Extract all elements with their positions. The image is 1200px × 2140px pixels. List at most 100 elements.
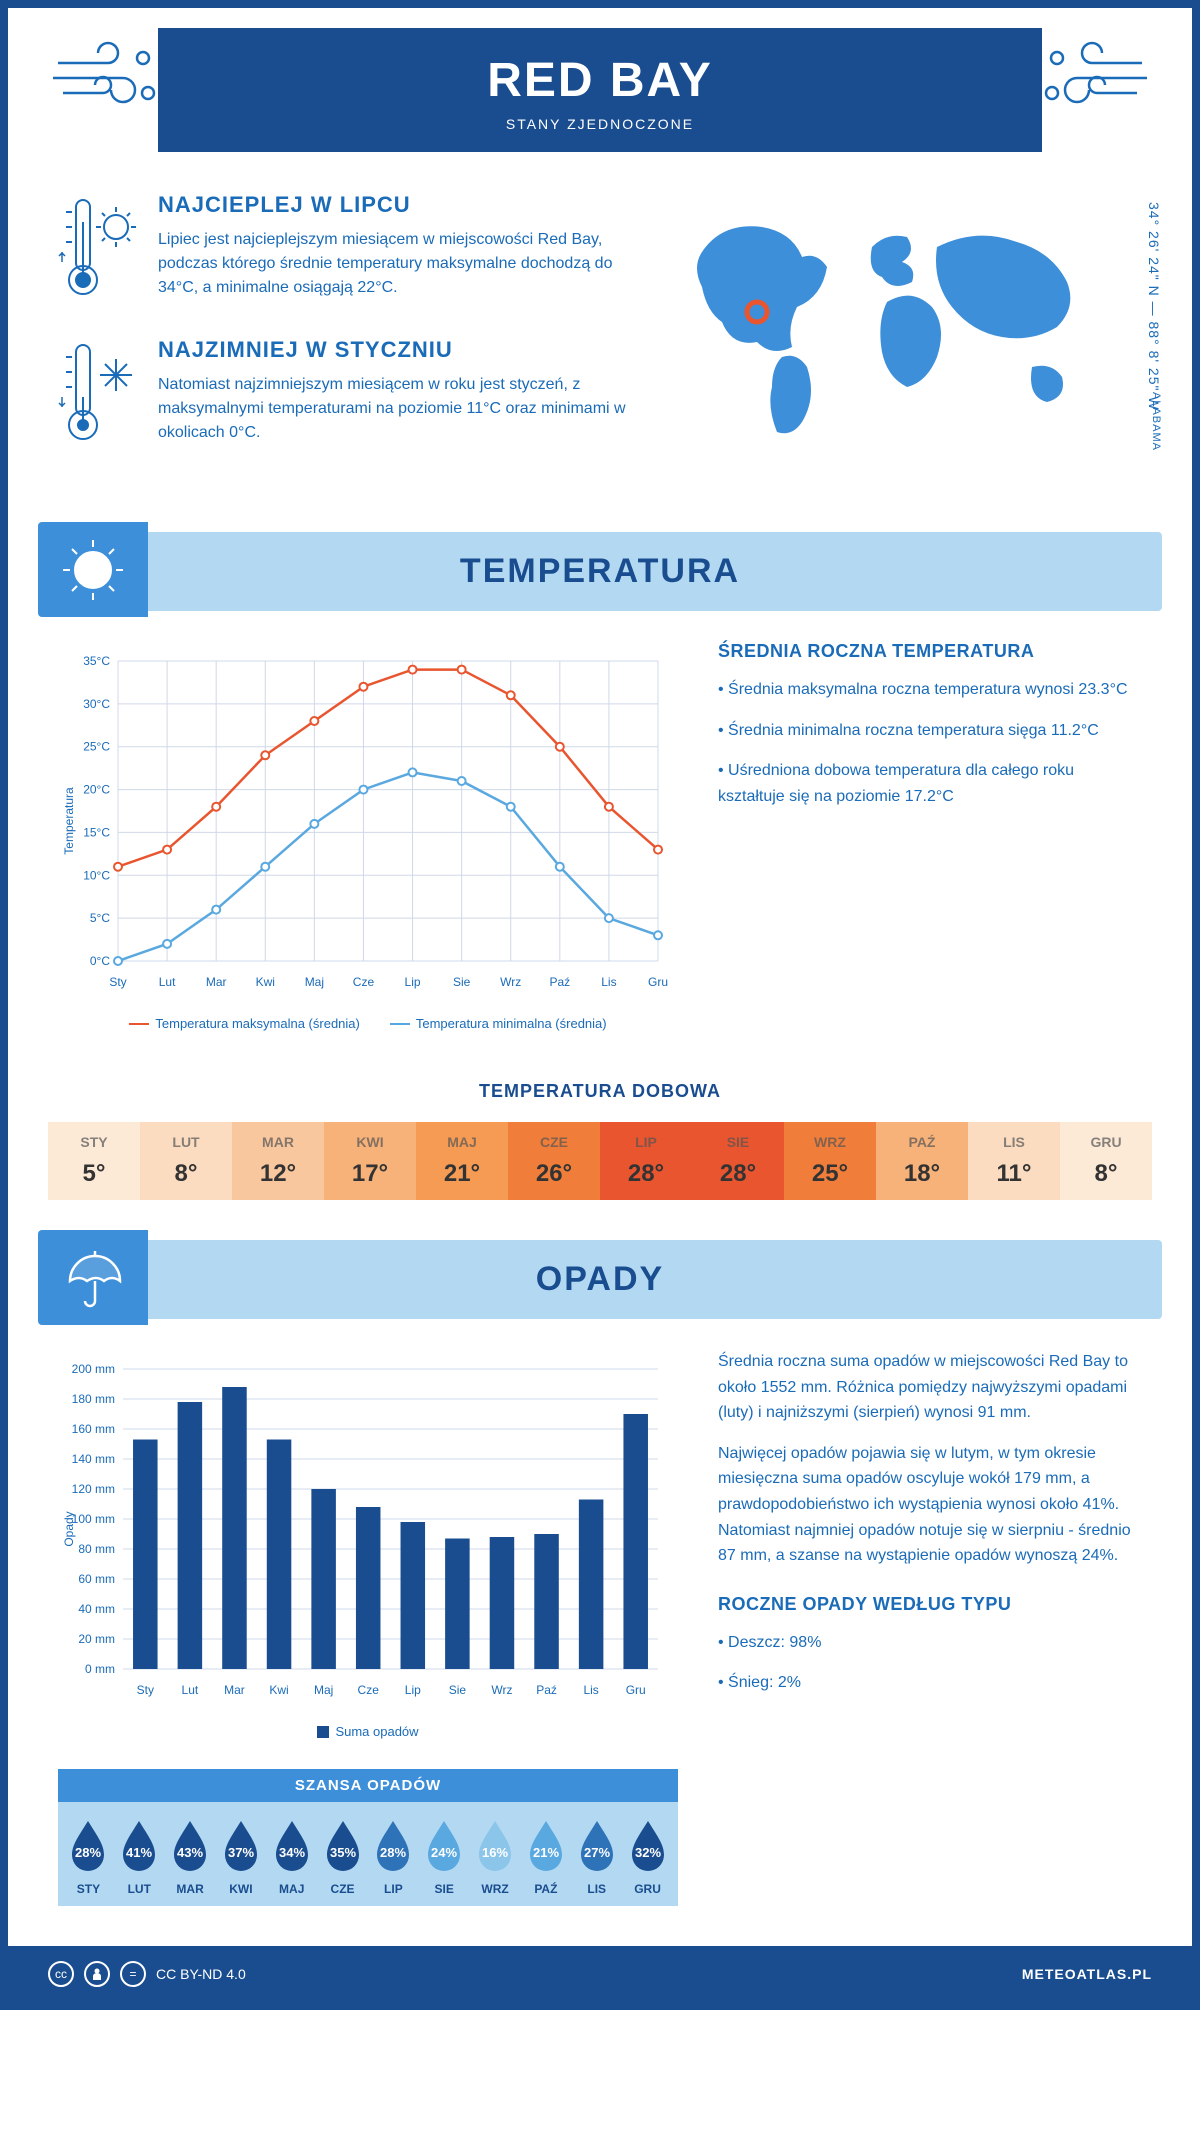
svg-text:Sty: Sty <box>109 975 126 989</box>
svg-text:35°C: 35°C <box>83 654 110 668</box>
legend-min-label: Temperatura minimalna (średnia) <box>416 1016 607 1031</box>
svg-text:Kwi: Kwi <box>269 1683 288 1697</box>
intro-section: NAJCIEPLEJ W LIPCU Lipiec jest najcieple… <box>8 152 1192 512</box>
svg-text:16%: 16% <box>482 1845 508 1860</box>
wind-icon <box>48 38 168 123</box>
precip-chance: SZANSA OPADÓW 28%STY41%LUT43%MAR37%KWI34… <box>58 1769 678 1906</box>
country-subtitle: STANY ZJEDNOCZONE <box>158 116 1042 132</box>
svg-text:Lut: Lut <box>159 975 176 989</box>
svg-text:30°C: 30°C <box>83 697 110 711</box>
daily-temp-row: STY5°LUT8°MAR12°KWI17°MAJ21°CZE26°LIP28°… <box>48 1122 1152 1200</box>
svg-text:Lis: Lis <box>583 1683 598 1697</box>
svg-text:160 mm: 160 mm <box>72 1422 115 1436</box>
daily-temp-cell: GRU8° <box>1060 1122 1152 1200</box>
svg-text:Wrz: Wrz <box>500 975 521 989</box>
precip-type-item: • Deszcz: 98% <box>718 1630 1142 1656</box>
chance-drop: 37%KWI <box>215 1817 266 1896</box>
svg-text:80 mm: 80 mm <box>78 1542 115 1556</box>
svg-text:Wrz: Wrz <box>491 1683 512 1697</box>
svg-text:120 mm: 120 mm <box>72 1482 115 1496</box>
precip-body: 0 mm20 mm40 mm60 mm80 mm100 mm120 mm140 … <box>8 1349 1192 1759</box>
daily-temp-cell: CZE26° <box>508 1122 600 1200</box>
svg-text:Maj: Maj <box>305 975 324 989</box>
cold-fact-text: Natomiast najzimniejszym miesiącem w rok… <box>158 373 632 445</box>
svg-text:Paź: Paź <box>536 1683 557 1697</box>
daily-temp-cell: MAR12° <box>232 1122 324 1200</box>
svg-text:35%: 35% <box>330 1845 356 1860</box>
precip-title: OPADY <box>38 1260 1162 1299</box>
svg-text:0°C: 0°C <box>90 954 110 968</box>
chance-drop: 41%LUT <box>114 1817 165 1896</box>
svg-text:32%: 32% <box>635 1845 661 1860</box>
svg-text:5°C: 5°C <box>90 911 110 925</box>
chance-drop: 34%MAJ <box>266 1817 317 1896</box>
wind-icon <box>1032 38 1152 123</box>
precip-summary: Średnia roczna suma opadów w miejscowośc… <box>718 1349 1142 1739</box>
svg-text:37%: 37% <box>228 1845 254 1860</box>
daily-temp-cell: LIP28° <box>600 1122 692 1200</box>
svg-text:Mar: Mar <box>224 1683 245 1697</box>
temperature-legend: Temperatura maksymalna (średnia) Tempera… <box>58 1016 678 1031</box>
svg-text:Temperatura: Temperatura <box>62 787 76 855</box>
svg-text:21%: 21% <box>533 1845 559 1860</box>
sun-icon <box>38 522 148 617</box>
chance-drop: 16%WRZ <box>470 1817 521 1896</box>
svg-text:Maj: Maj <box>314 1683 333 1697</box>
svg-text:Kwi: Kwi <box>256 975 275 989</box>
daily-temp-cell: PAŹ18° <box>876 1122 968 1200</box>
svg-text:28%: 28% <box>75 1845 101 1860</box>
cold-fact: NAJZIMNIEJ W STYCZNIU Natomiast najzimni… <box>58 337 632 452</box>
svg-text:Cze: Cze <box>353 975 375 989</box>
facts-column: NAJCIEPLEJ W LIPCU Lipiec jest najcieple… <box>58 192 632 482</box>
daily-temp-title: TEMPERATURA DOBOWA <box>8 1081 1192 1102</box>
svg-text:Gru: Gru <box>626 1683 646 1697</box>
svg-text:Lut: Lut <box>182 1683 199 1697</box>
daily-temp-cell: STY5° <box>48 1122 140 1200</box>
title-banner: RED BAY STANY ZJEDNOCZONE <box>158 28 1042 152</box>
svg-text:Mar: Mar <box>206 975 227 989</box>
nd-icon: = <box>120 1961 146 1987</box>
svg-text:25°C: 25°C <box>83 740 110 754</box>
svg-text:Sie: Sie <box>453 975 471 989</box>
license: cc = CC BY-ND 4.0 <box>48 1961 246 1987</box>
svg-text:Sty: Sty <box>137 1683 154 1697</box>
chance-drop: 28%LIP <box>368 1817 419 1896</box>
daily-temp-cell: LUT8° <box>140 1122 232 1200</box>
svg-text:Lip: Lip <box>405 1683 421 1697</box>
svg-text:180 mm: 180 mm <box>72 1392 115 1406</box>
chance-drop: 21%PAŹ <box>520 1817 571 1896</box>
coordinates: 34° 26' 24" N — 88° 8' 25" W <box>1146 202 1162 411</box>
avg-temp-bullet: • Uśredniona dobowa temperatura dla całe… <box>718 758 1142 809</box>
svg-text:43%: 43% <box>177 1845 203 1860</box>
thermometer-sun-icon <box>58 192 138 307</box>
svg-text:0 mm: 0 mm <box>85 1662 115 1676</box>
svg-text:27%: 27% <box>584 1845 610 1860</box>
thermometer-snow-icon <box>58 337 138 452</box>
site-name: METEOATLAS.PL <box>1022 1966 1152 1982</box>
legend-bar-label: Suma opadów <box>335 1724 418 1739</box>
region-label: ALABAMA <box>1150 392 1162 451</box>
svg-text:Opady: Opady <box>62 1511 76 1546</box>
chance-drop: 35%CZE <box>317 1817 368 1896</box>
chance-drop: 28%STY <box>63 1817 114 1896</box>
map-column: 34° 26' 24" N — 88° 8' 25" W ALABAMA <box>662 192 1142 482</box>
avg-temp-title: ŚREDNIA ROCZNA TEMPERATURA <box>718 641 1142 662</box>
precip-para: Najwięcej opadów pojawia się w lutym, w … <box>718 1441 1142 1569</box>
svg-text:Gru: Gru <box>648 975 668 989</box>
svg-text:41%: 41% <box>126 1845 152 1860</box>
header: RED BAY STANY ZJEDNOCZONE <box>8 8 1192 152</box>
location-title: RED BAY <box>158 53 1042 108</box>
svg-text:24%: 24% <box>431 1845 457 1860</box>
daily-temp-cell: KWI17° <box>324 1122 416 1200</box>
chance-drop: 27%LIS <box>571 1817 622 1896</box>
svg-text:Paź: Paź <box>549 975 570 989</box>
by-icon <box>84 1961 110 1987</box>
svg-text:34%: 34% <box>279 1845 305 1860</box>
cc-icon: cc <box>48 1961 74 1987</box>
avg-temp-bullet: • Średnia maksymalna roczna temperatura … <box>718 677 1142 703</box>
hot-fact-title: NAJCIEPLEJ W LIPCU <box>158 192 632 218</box>
chance-title: SZANSA OPADÓW <box>58 1769 678 1802</box>
svg-text:15°C: 15°C <box>83 825 110 839</box>
svg-text:Sie: Sie <box>449 1683 467 1697</box>
svg-text:Lis: Lis <box>601 975 616 989</box>
